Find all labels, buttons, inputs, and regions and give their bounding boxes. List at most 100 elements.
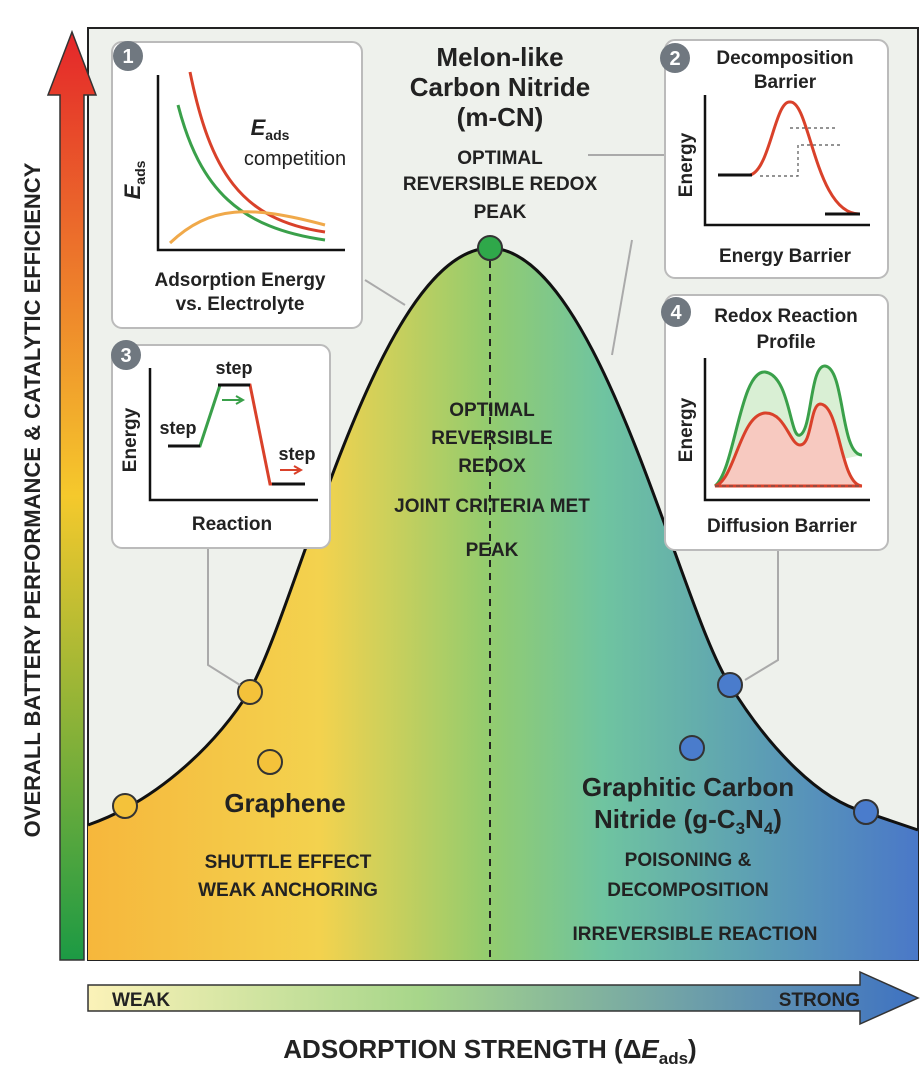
- peak-name: Melon-like: [436, 42, 563, 72]
- label: 3: [736, 819, 745, 838]
- shape: [660, 43, 690, 73]
- shape: [148, 368, 318, 502]
- label: Energy: [120, 407, 141, 472]
- shape: Eads: [251, 115, 290, 143]
- label: ads: [659, 1049, 688, 1068]
- right-caption: POISONING &: [625, 850, 752, 871]
- shape: [111, 340, 141, 370]
- label: Barrier: [754, 72, 817, 93]
- shape: [703, 95, 870, 227]
- label: N: [745, 804, 764, 834]
- label: competition: [244, 148, 346, 170]
- shape: [718, 173, 860, 216]
- label: 4: [670, 302, 682, 324]
- peak-name: Carbon Nitride: [410, 72, 591, 102]
- left-caption: WEAK ANCHORING: [198, 880, 378, 901]
- shape: [611, 239, 633, 356]
- label: E: [120, 183, 145, 199]
- shape: [661, 297, 691, 327]
- left-name: Graphene: [224, 788, 345, 818]
- label: ADSORPTION STRENGTH (Δ: [283, 1034, 641, 1064]
- label: Energy Barrier: [719, 246, 852, 267]
- right-name: Graphitic Carbon: [582, 772, 794, 802]
- label: step: [215, 358, 252, 378]
- center-text: REVERSIBLE: [431, 428, 552, 449]
- inset-4: 4 Redox Reaction Profile Energy Diffusio…: [661, 294, 889, 551]
- shape: [257, 749, 283, 775]
- shape: [156, 75, 345, 252]
- shape: [477, 235, 503, 261]
- x-title: ADSORPTION STRENGTH (ΔEads): [283, 1034, 696, 1068]
- shape: Eads: [120, 160, 148, 199]
- label: Profile: [756, 332, 815, 353]
- shape: [718, 100, 861, 216]
- shape: [717, 672, 743, 698]
- label: E: [251, 115, 267, 140]
- strong-label: STRONG: [779, 990, 860, 1011]
- peak-name: (m-CN): [457, 102, 544, 132]
- weak-label: WEAK: [112, 990, 170, 1011]
- label: E: [641, 1034, 659, 1064]
- shape: [280, 465, 304, 475]
- shape: [207, 548, 241, 686]
- shape: [188, 71, 326, 234]
- label: Decomposition: [716, 48, 853, 69]
- right-caption: IRREVERSIBLE REACTION: [573, 924, 818, 945]
- center-text: JOINT CRITERIA MET: [394, 496, 590, 517]
- center-text: PEAK: [466, 540, 519, 561]
- right-caption: DECOMPOSITION: [607, 880, 769, 901]
- shape: [168, 210, 326, 245]
- label: Nitride (g-C: [594, 804, 736, 834]
- shape: [853, 799, 879, 825]
- label: 2: [669, 48, 680, 70]
- shape: [703, 358, 870, 502]
- label: Adsorption Energy: [154, 270, 325, 291]
- x-arrow: [87, 970, 920, 1026]
- right-name: Nitride (g-C3N4): [594, 804, 782, 838]
- y-arrow: [46, 29, 98, 961]
- inset-2: 2 Decomposition Barrier Energy Energy Ba…: [660, 39, 889, 279]
- label: ads: [132, 160, 148, 184]
- inset-1: 1 Eads Eads competition Adsorption Energ…: [111, 41, 363, 329]
- y-title: OVERALL BATTERY PERFORMANCE & CATALYTIC …: [20, 162, 45, 837]
- shape: [168, 383, 305, 486]
- label: vs. Electrolyte: [176, 294, 305, 315]
- peak-caption: PEAK: [474, 202, 527, 223]
- shape: [679, 735, 705, 761]
- label: ): [773, 804, 782, 834]
- label: ): [688, 1034, 697, 1064]
- label: Diffusion Barrier: [707, 516, 858, 537]
- shape: [111, 344, 331, 549]
- label: 1: [122, 46, 133, 68]
- peak-labels: Melon-like Carbon Nitride (m-CN) OPTIMAL…: [198, 42, 817, 945]
- shape: [111, 41, 363, 329]
- shape: [364, 279, 406, 306]
- peak-caption: REVERSIBLE REDOX: [403, 174, 598, 195]
- shape: [176, 104, 326, 242]
- shape: [714, 402, 863, 488]
- label: Reaction: [192, 514, 272, 535]
- peak-caption: OPTIMAL: [457, 148, 543, 169]
- shape: [664, 39, 889, 279]
- points: [112, 235, 879, 825]
- shape: [237, 679, 263, 705]
- center-text: OPTIMAL: [449, 400, 535, 421]
- label: 3: [120, 345, 131, 367]
- shape: [113, 41, 143, 71]
- label: 4: [764, 819, 774, 838]
- label: Energy: [676, 132, 697, 197]
- inset-3: 3 step step step Energy Reaction: [111, 340, 331, 549]
- area: [88, 248, 918, 960]
- shape: [222, 395, 246, 405]
- label: Energy: [676, 397, 697, 462]
- label: step: [278, 444, 315, 464]
- label: Redox Reaction: [714, 306, 858, 327]
- center-text: REDOX: [458, 456, 526, 477]
- shape: [112, 793, 138, 819]
- shape: [760, 127, 840, 177]
- label: ads: [265, 127, 289, 143]
- left-caption: SHUTTLE EFFECT: [205, 852, 372, 873]
- label: step: [159, 418, 196, 438]
- connectors: [207, 154, 779, 686]
